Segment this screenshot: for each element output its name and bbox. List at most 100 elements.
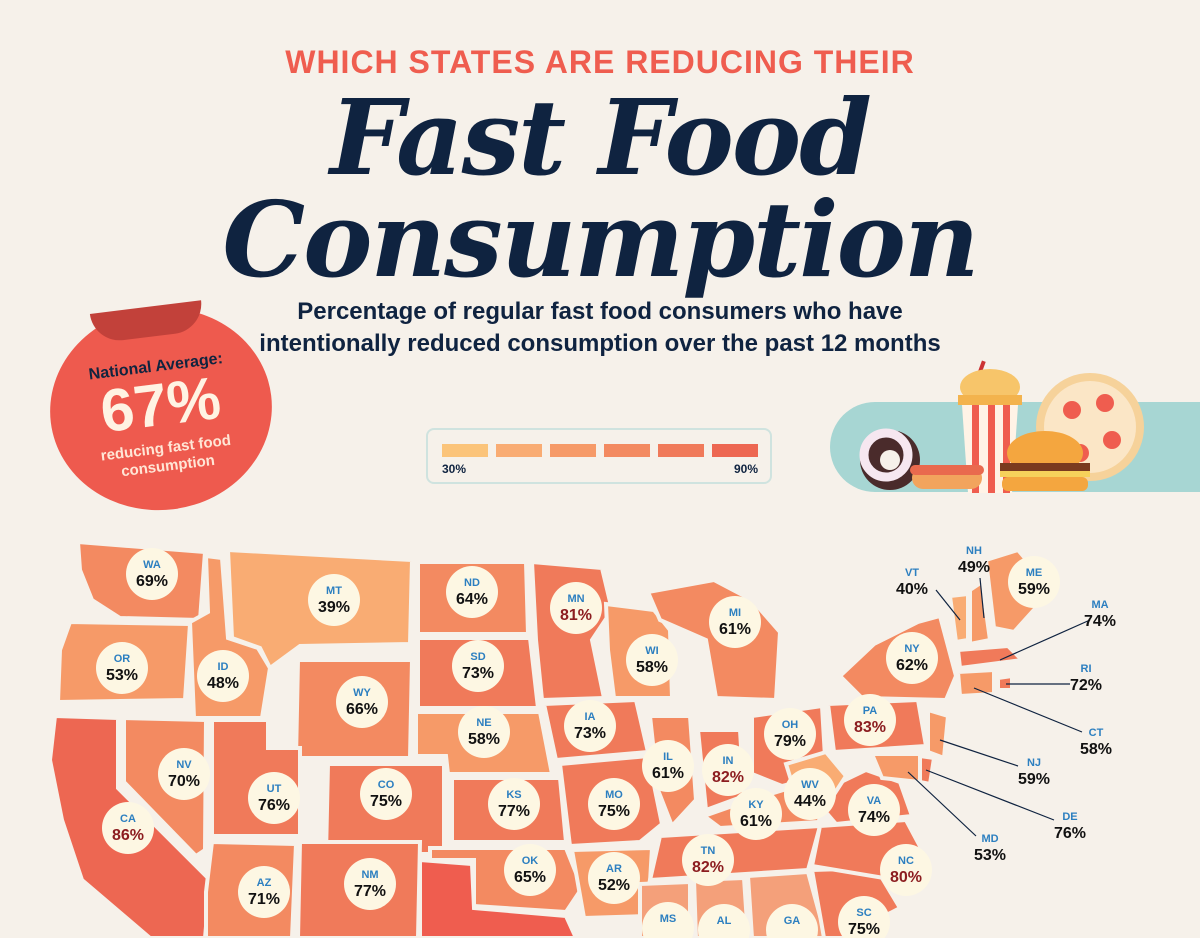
state-value: 59% <box>1018 771 1050 788</box>
state-abbr: IN <box>723 755 734 767</box>
state-abbr: WY <box>353 687 371 699</box>
state-label-ri: RI 72% <box>1070 663 1102 694</box>
state-value: 61% <box>652 765 684 782</box>
label-bubble <box>698 904 750 938</box>
leader-line-nh <box>979 577 985 619</box>
state-abbr: GA <box>784 915 801 927</box>
state-value: 59% <box>1018 581 1050 598</box>
label-bubble <box>766 904 818 938</box>
state-abbr: MI <box>729 607 741 619</box>
label-bubble <box>588 852 640 904</box>
state-label-ga: GA <box>766 904 818 938</box>
state-label-nh: NH 49% <box>958 545 990 576</box>
state-label-wv: WV 44% <box>784 768 836 820</box>
state-value: 61% <box>740 813 772 830</box>
state-value: 82% <box>712 769 744 786</box>
state-label-or: OR 53% <box>96 642 148 694</box>
state-label-az: AZ 71% <box>238 866 290 918</box>
state-label-tn: TN 82% <box>682 834 734 886</box>
label-bubble <box>564 700 616 752</box>
state-label-ne: NE 58% <box>458 706 510 758</box>
title-line-2: Consumption <box>222 178 979 301</box>
state-abbr: PA <box>863 705 878 717</box>
state-label-ar: AR 52% <box>588 852 640 904</box>
state-label-ks: KS 77% <box>488 778 540 830</box>
state-abbr: WA <box>143 559 161 571</box>
state-value: 73% <box>462 665 494 682</box>
label-bubble <box>682 834 734 886</box>
state-value: 62% <box>896 657 928 674</box>
state-label-mo: MO 75% <box>588 778 640 830</box>
label-bubble <box>488 778 540 830</box>
state-label-wy: WY 66% <box>336 676 388 728</box>
state-abbr: VA <box>867 795 882 807</box>
label-bubble <box>702 744 754 796</box>
label-bubble <box>886 632 938 684</box>
state-value: 75% <box>598 803 630 820</box>
state-label-pa: PA 83% <box>844 694 896 746</box>
state-label-md: MD 53% <box>974 833 1006 864</box>
subtitle-line-2: intentionally reduced consumption over t… <box>259 330 941 357</box>
label-bubble <box>360 768 412 820</box>
state-abbr: IA <box>585 711 596 723</box>
state-abbr: MT <box>326 585 342 597</box>
legend-swatch <box>658 444 704 457</box>
state-label-id: ID 48% <box>197 650 249 702</box>
leader-line-md <box>907 771 977 837</box>
state-abbr: NY <box>904 643 920 655</box>
state-value: 44% <box>794 793 826 810</box>
state-label-ca: CA 86% <box>102 802 154 854</box>
subtitle: Percentage of regular fast food consumer… <box>240 296 960 360</box>
state-shape-ct <box>955 667 996 699</box>
state-abbr: CT <box>1089 727 1104 739</box>
state-value: 61% <box>719 621 751 638</box>
label-bubble <box>126 548 178 600</box>
state-label-ut: UT 76% <box>248 772 300 824</box>
state-label-co: CO 75% <box>360 768 412 820</box>
state-value: 83% <box>854 719 886 736</box>
label-bubble <box>550 582 602 634</box>
legend-swatch <box>496 444 542 457</box>
state-value: 77% <box>354 883 386 900</box>
state-label-nj: NJ 59% <box>1018 757 1050 788</box>
state-value: 86% <box>112 827 144 844</box>
state-value: 39% <box>318 599 350 616</box>
state-value: 64% <box>456 591 488 608</box>
state-abbr: ID <box>218 661 229 673</box>
label-bubble <box>308 574 360 626</box>
state-label-mi: MI 61% <box>709 596 761 648</box>
state-abbr: TN <box>701 845 716 857</box>
label-bubble <box>1008 556 1060 608</box>
state-label-ok: OK 65% <box>504 844 556 896</box>
state-label-ms: MS <box>642 902 694 938</box>
state-abbr: SC <box>856 907 871 919</box>
state-label-oh: OH 79% <box>764 708 816 760</box>
state-abbr: WV <box>801 779 819 791</box>
state-abbr: MA <box>1091 599 1108 611</box>
label-bubble <box>642 740 694 792</box>
donut-icon <box>859 428 920 490</box>
state-value: 72% <box>1070 677 1102 694</box>
state-label-nd: ND 64% <box>446 566 498 618</box>
state-value: 81% <box>560 607 592 624</box>
label-bubble <box>626 634 678 686</box>
label-bubble <box>844 694 896 746</box>
badge-fold <box>89 300 205 344</box>
state-abbr: OK <box>522 855 539 867</box>
state-abbr: RI <box>1081 663 1092 675</box>
state-label-ky: KY 61% <box>730 788 782 840</box>
state-shape-nh <box>968 578 993 647</box>
state-abbr: CO <box>378 779 395 791</box>
state-abbr: MO <box>605 789 623 801</box>
state-value: 74% <box>858 809 890 826</box>
state-abbr: UT <box>267 783 282 795</box>
leader-line-vt <box>935 589 961 621</box>
leader-line-ct <box>973 687 1083 733</box>
leader-lines <box>907 577 1091 837</box>
state-value: 77% <box>498 803 530 820</box>
state-label-va: VA 74% <box>848 784 900 836</box>
state-abbr: VT <box>905 567 919 579</box>
state-shape-ma <box>955 643 1027 671</box>
burger-icon <box>1000 431 1090 491</box>
state-abbr: IL <box>663 751 673 763</box>
